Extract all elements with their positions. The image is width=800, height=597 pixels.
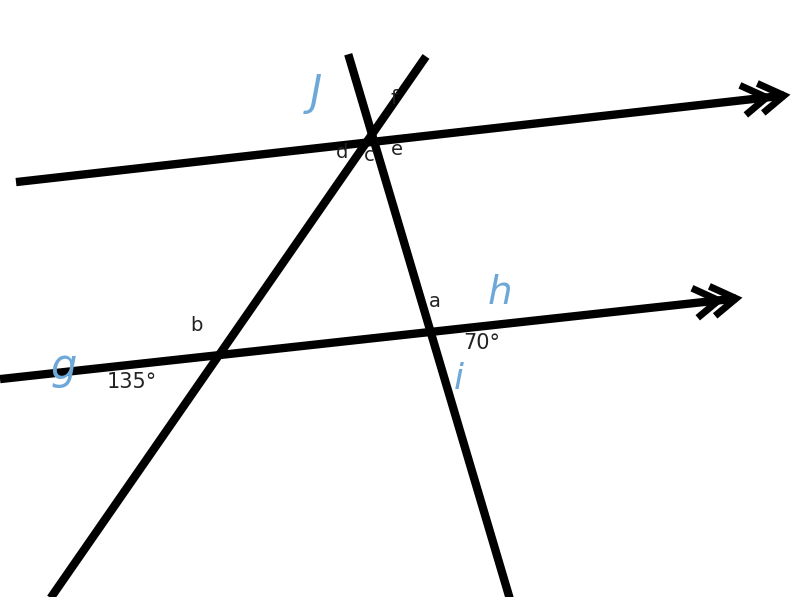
Text: h: h	[488, 273, 512, 312]
Text: 70°: 70°	[463, 333, 500, 353]
Text: 135°: 135°	[107, 372, 157, 392]
Text: J: J	[310, 72, 322, 113]
Text: e: e	[391, 140, 403, 159]
Text: c: c	[364, 146, 375, 165]
Text: f: f	[391, 89, 398, 108]
Text: i: i	[454, 362, 463, 396]
Text: d: d	[336, 143, 349, 162]
Text: g: g	[51, 346, 77, 388]
Text: b: b	[190, 316, 202, 335]
Text: a: a	[429, 292, 440, 311]
